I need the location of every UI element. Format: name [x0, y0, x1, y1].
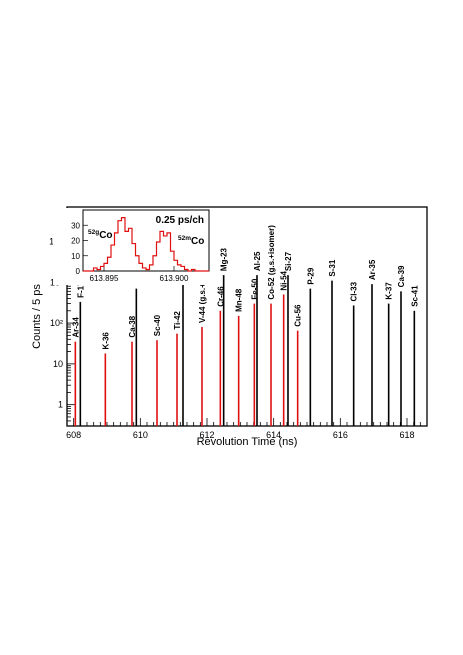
x-tick-label: 616 [333, 430, 348, 440]
peak-label-fe-50: Fe-50 [250, 278, 259, 299]
x-tick-label: 610 [133, 430, 148, 440]
inset-background [53, 208, 211, 285]
peak-label-cu-56: Cu-56 [294, 304, 303, 327]
y-axis-title: Counts / 5 ps [31, 284, 43, 349]
inset-axis-ticks: 0 10 20 30 613.895 613.900 [71, 221, 189, 283]
inset-annotation-52m-co: 52mCo [178, 235, 204, 247]
x-tick-label: 608 [66, 430, 81, 440]
peak-label-sc-40: Sc-40 [153, 314, 162, 336]
peak-label-cr-46: Cr-46 [216, 286, 225, 307]
inset-y-tick-label: 30 [71, 221, 80, 230]
inset-y-tick-label: 10 [71, 252, 80, 261]
peak-label-ar-35: Ar-35 [368, 259, 377, 280]
y-tick-label: 10² [50, 318, 63, 328]
peak-label-al-25: Al-25 [253, 251, 262, 271]
x-axis-title: Revolution Time (ns) [197, 436, 298, 448]
peak-label-ar-34: Ar-34 [71, 317, 80, 338]
peak-label-k-37: K-37 [385, 282, 394, 300]
peak-label-co-52-g-s-isomer: Co-52 (g.s.+isomer) [267, 225, 276, 300]
peak-label-mn-48: Mn-48 [235, 288, 244, 312]
main-plot: 60861061261461661811010²10³10⁴ Ar-34F-17… [31, 206, 428, 448]
x-tick-label: 614 [266, 430, 281, 440]
peak-label-v-44-g-s-isomer: V-44 (g.s.+isomer) [198, 254, 207, 323]
inset-histogram-line [83, 217, 209, 272]
x-tick-label: 612 [199, 430, 214, 440]
y-tick-label: 1 [58, 400, 63, 410]
peak-label-s-31: S-31 [328, 259, 337, 276]
inset-y-tick-label: 20 [71, 237, 80, 246]
peak-label-mg-23: Mg-23 [220, 247, 229, 271]
peak-label-p-29: P-29 [306, 267, 315, 284]
peak-label-ca-39: Ca-39 [397, 265, 406, 287]
peak-label-ca-38: Ca-38 [128, 315, 137, 337]
peak-label-cl-33: Cl-33 [350, 281, 359, 301]
inset-x-tick-label: 613.900 [160, 274, 189, 283]
inset-annotation-right-symbol: Co [191, 236, 204, 247]
y-tick-label: 10 [53, 359, 63, 369]
peak-label-ni-54: Ni-54 [280, 270, 289, 290]
main-peak-labels: Ar-34F-17K-36Ca-38Ne-19Sc-40Ti-42Na-21V-… [71, 225, 419, 350]
main-peaks [74, 275, 416, 426]
inset-y-tick-label: 0 [76, 267, 81, 276]
inset-annotation-right-mass: 52m [178, 235, 191, 242]
peak-label-sc-41: Sc-41 [410, 285, 419, 307]
inset-annotation-52g-co: 52gCo [88, 229, 113, 241]
peak-label-f-17: F-17 [76, 281, 85, 298]
inset-annotation-left-symbol: Co [99, 230, 112, 241]
peak-label-si-27: Si-27 [284, 251, 293, 271]
peak-label-k-36: K-36 [101, 332, 110, 350]
x-tick-label: 618 [399, 430, 414, 440]
inset-x-tick-label: 613.895 [90, 274, 119, 283]
inset-annotation-left-mass: 52g [88, 229, 99, 236]
peak-label-ti-42: Ti-42 [173, 311, 182, 330]
inset-title: 0.25 ps/ch [156, 215, 204, 226]
